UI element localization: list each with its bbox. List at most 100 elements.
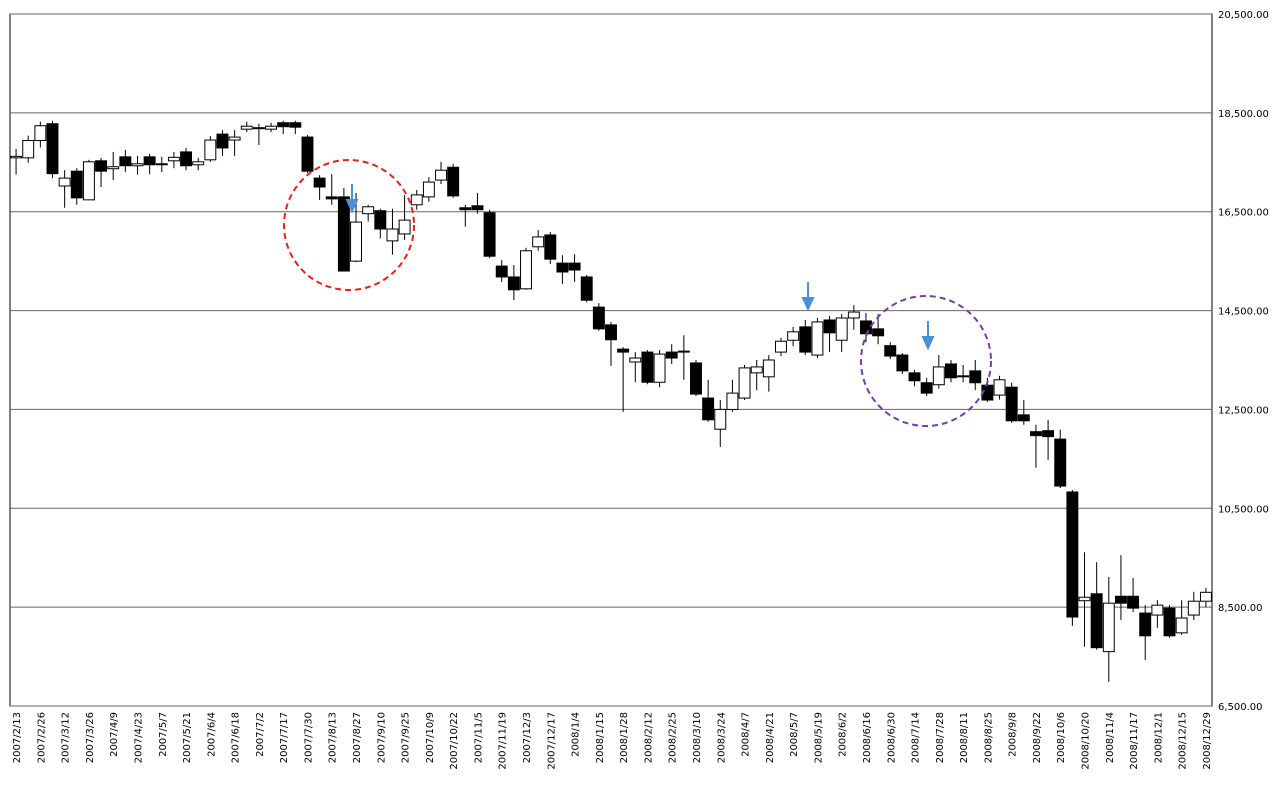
candle-body — [532, 236, 545, 248]
candle-body — [362, 206, 375, 215]
candle-body — [787, 331, 800, 341]
candle-body — [240, 125, 253, 130]
candle-body — [544, 234, 557, 260]
x-tick-label: 2007/2/13 — [12, 712, 23, 763]
x-tick-label: 2007/6/18 — [231, 712, 242, 763]
candle-body — [386, 228, 399, 242]
candle-body — [155, 163, 168, 166]
candle-body — [1090, 593, 1103, 649]
x-tick-label: 2008/9/22 — [1032, 712, 1043, 763]
candle-body — [277, 122, 290, 128]
x-tick-label: 2008/6/2 — [838, 712, 849, 757]
candle-body — [896, 354, 909, 372]
candle-body — [119, 156, 132, 167]
x-tick-label: 2007/6/4 — [206, 712, 217, 757]
candle-body — [301, 136, 314, 172]
candle-body — [1199, 591, 1212, 602]
y-tick-label: 6,500.00 — [1218, 702, 1263, 713]
annotations — [283, 159, 992, 427]
x-tick-label: 2008/11/17 — [1129, 712, 1140, 770]
candle-body — [289, 122, 302, 128]
arrows — [345, 184, 935, 351]
candle-body — [690, 362, 702, 395]
candle-body — [750, 366, 763, 374]
x-tick-label: 2008/12/1 — [1153, 712, 1164, 763]
candle-body — [835, 317, 848, 341]
candle-body — [228, 136, 241, 141]
y-tick-label: 12,500.00 — [1218, 405, 1269, 416]
x-tick-label: 2008/10/6 — [1056, 712, 1067, 763]
candle-body — [447, 166, 460, 197]
candle-body — [993, 379, 1006, 396]
x-tick-label: 2007/11/19 — [498, 712, 509, 770]
candle-body — [908, 372, 921, 382]
candle-body — [410, 194, 423, 206]
candle-body — [1139, 612, 1152, 637]
candle-body — [337, 196, 350, 272]
candle-body — [46, 123, 59, 175]
candle-body — [726, 392, 739, 410]
x-tick-label: 2007/11/5 — [473, 712, 484, 763]
candle-body — [629, 357, 642, 363]
candle-body — [1042, 430, 1055, 438]
x-tick-label: 2008/12/15 — [1178, 712, 1189, 770]
x-tick-label: 2007/3/26 — [85, 712, 96, 763]
candle-body — [374, 210, 387, 230]
candle-body — [143, 156, 156, 166]
x-tick-label: 2008/2/12 — [643, 712, 654, 763]
candle-body — [471, 205, 484, 211]
candle-body — [653, 353, 666, 383]
candle-body — [665, 351, 678, 359]
candle-body — [520, 250, 532, 290]
candle-body — [1078, 596, 1091, 602]
candle-body — [1005, 386, 1018, 422]
candle-body — [22, 140, 35, 159]
arrow-head — [345, 199, 359, 214]
candle-body — [70, 170, 83, 199]
x-tick-label: 2007/3/12 — [61, 712, 72, 763]
highlight-circle — [283, 159, 415, 291]
candle-body — [641, 351, 654, 383]
candle-body — [265, 125, 278, 130]
candle-body — [568, 262, 581, 271]
candle-body — [811, 321, 824, 356]
candle-body — [495, 265, 508, 278]
candle-body — [799, 326, 812, 353]
candle-body — [313, 177, 326, 188]
x-tick-label: 2007/9/10 — [376, 712, 387, 763]
candle-body — [167, 156, 180, 162]
y-tick-label: 18,500.00 — [1218, 109, 1269, 120]
y-tick-label: 16,500.00 — [1218, 208, 1269, 219]
candle-body — [823, 319, 836, 334]
x-tick-label: 2008/9/8 — [1008, 712, 1019, 757]
marks — [10, 13, 1212, 707]
candle-body — [58, 177, 71, 187]
candle-body — [131, 163, 144, 167]
candle-body — [1175, 617, 1188, 634]
x-tick-label: 2007/7/17 — [279, 712, 290, 763]
x-tick-label: 2008/1/4 — [571, 712, 582, 757]
candle-body — [580, 276, 593, 301]
x-tick-label: 2007/10/9 — [425, 712, 436, 763]
candle-body — [180, 151, 193, 167]
x-tick-label: 2008/1/15 — [595, 712, 606, 763]
candle-body — [1029, 431, 1042, 437]
candle-body — [507, 276, 520, 291]
x-tick-label: 2008/8/11 — [959, 712, 970, 763]
x-tick-label: 2007/8/13 — [328, 712, 339, 763]
y-tick-label: 8,500.00 — [1218, 603, 1263, 614]
candle-body — [860, 320, 872, 335]
candle-body — [325, 196, 338, 200]
x-tick-label: 2008/3/24 — [716, 712, 727, 763]
y-tick-label: 10,500.00 — [1218, 504, 1269, 515]
candle-body — [252, 127, 265, 130]
candle-body — [592, 306, 605, 330]
candle-body — [192, 161, 205, 166]
candle-body — [714, 408, 727, 430]
candle-body — [435, 169, 447, 181]
x-tick-label: 2007/12/3 — [522, 712, 533, 763]
candle-body — [775, 340, 787, 353]
candle-body — [847, 311, 860, 319]
x-tick-label: 2007/9/25 — [401, 712, 412, 763]
